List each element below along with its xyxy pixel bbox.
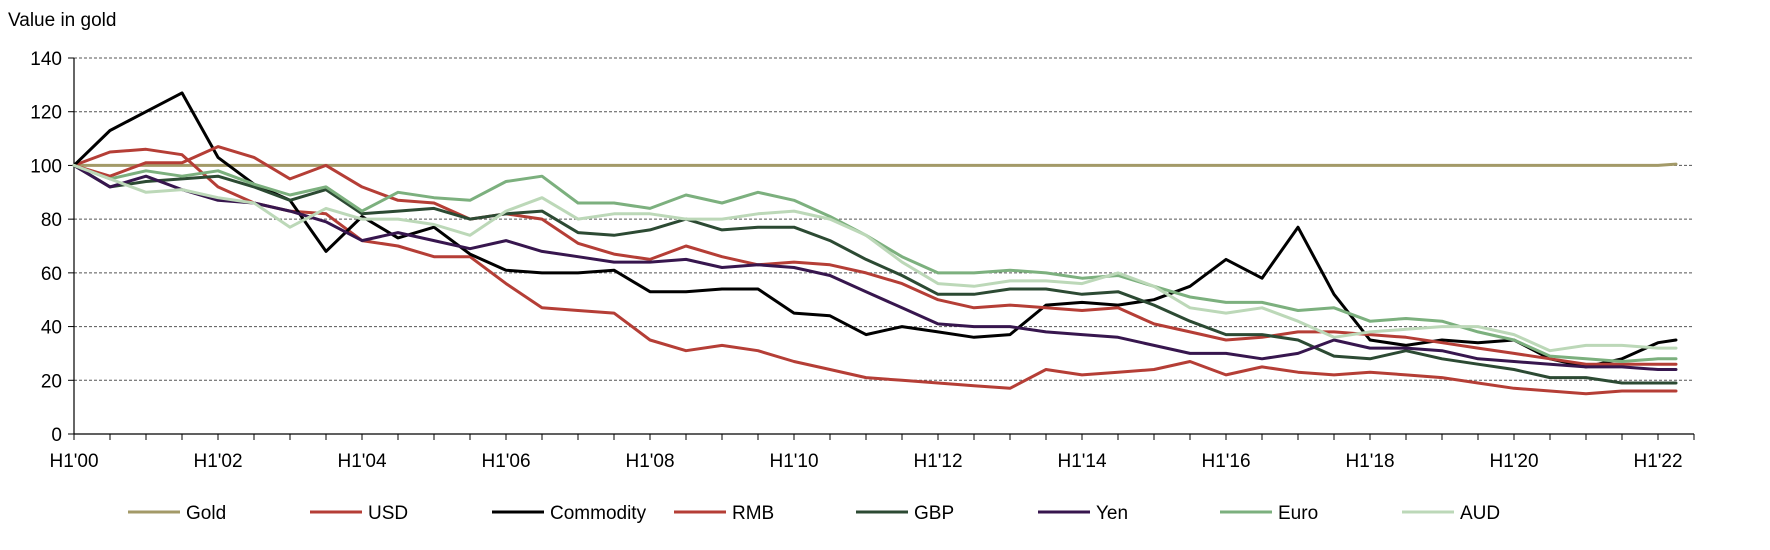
x-tick-label: H1'04 (337, 451, 386, 472)
x-tick-label: H1'14 (1057, 451, 1106, 472)
legend-label-aud: AUD (1460, 503, 1500, 524)
y-tick-label: 80 (41, 210, 62, 231)
series-line-euro (72, 163, 1678, 363)
x-tick-label: H1'16 (1201, 451, 1250, 472)
y-tick-label: 40 (41, 318, 62, 339)
x-tick-label: H1'00 (49, 451, 98, 472)
y-tick-label: 140 (30, 49, 62, 70)
legend-label-usd: USD (368, 503, 408, 524)
y-tick-label: 0 (51, 425, 62, 446)
x-tick-label: H1'20 (1489, 451, 1538, 472)
x-tick-label: H1'12 (913, 451, 962, 472)
legend-label-yen: Yen (1096, 503, 1128, 524)
legend-label-commodity: Commodity (550, 503, 647, 524)
series-lines (72, 91, 1678, 396)
x-tick-label: H1'10 (769, 451, 818, 472)
series-line-usd (72, 147, 1678, 396)
axes (73, 58, 1694, 435)
y-tick-label: 120 (30, 103, 62, 124)
series-line-yen (72, 163, 1678, 371)
x-tick-label: H1'08 (625, 451, 674, 472)
series-line-commodity (72, 91, 1678, 369)
y-tick-label: 60 (41, 264, 62, 285)
legend-label-rmb: RMB (732, 503, 774, 524)
legend: Gold USD Commodity RMB GBP Yen Euro AUD (128, 503, 1500, 524)
x-tick-label: H1'02 (193, 451, 242, 472)
y-tick-label: 20 (41, 371, 62, 392)
series-line-gold (72, 162, 1678, 167)
legend-label-gbp: GBP (914, 503, 954, 524)
y-axis-label: Value in gold (8, 10, 116, 31)
series-line-gbp (72, 163, 1678, 385)
y-tick-label: 100 (30, 156, 62, 177)
legend-label-gold: Gold (186, 503, 226, 524)
legend-label-euro: Euro (1278, 503, 1318, 524)
x-tick-label: H1'22 (1633, 451, 1682, 472)
series-line-rmb (72, 145, 1678, 366)
x-tick-label: H1'18 (1345, 451, 1394, 472)
ticks: 0 20 40 60 80 100 120 140 H1'00 H1'02 H1'04 H1'06 H1… (30, 49, 1695, 472)
series-line-aud (72, 163, 1678, 353)
x-tick-label: H1'06 (481, 451, 530, 472)
